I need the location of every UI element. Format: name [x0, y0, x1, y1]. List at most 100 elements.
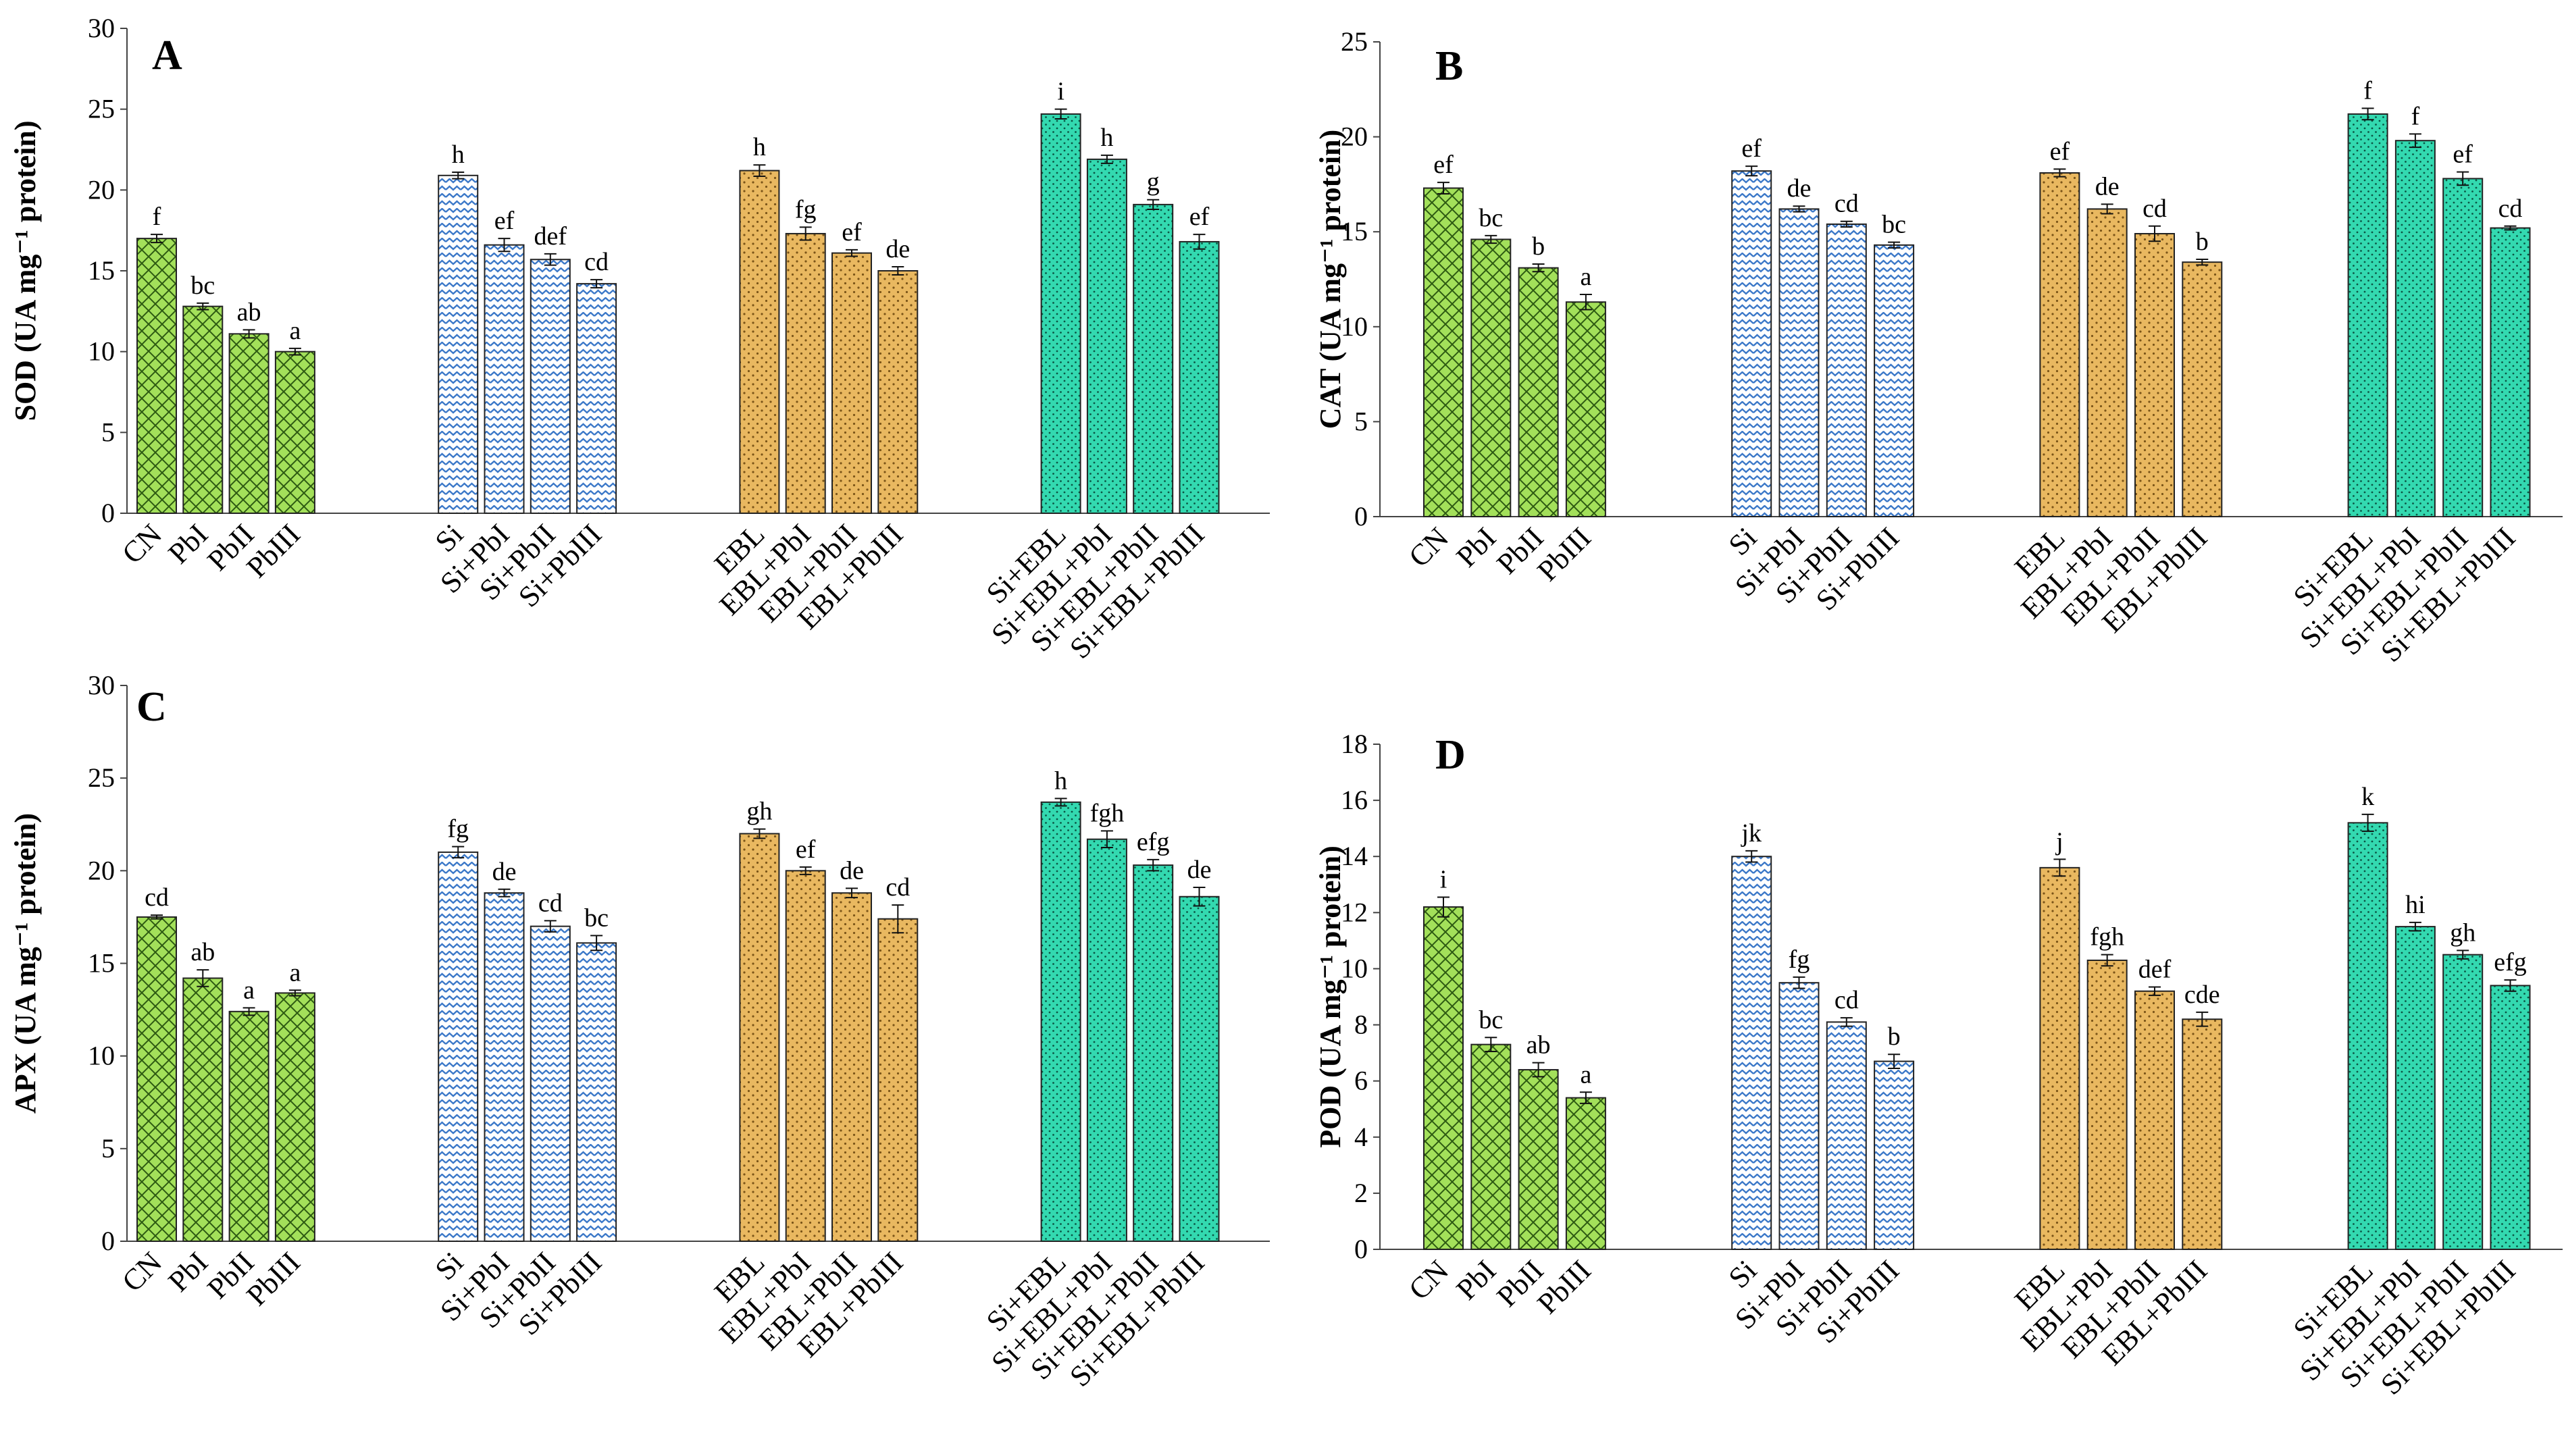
panel-a-bar-si-pbi: [484, 244, 525, 514]
panel-c-y-tick-label: 5: [101, 1133, 115, 1164]
panel-d-y-tick-label: 2: [1354, 1178, 1368, 1208]
panel-c-bar-si-ebl-pbiii: [1179, 895, 1220, 1242]
panel-b-bar-si: [1731, 170, 1772, 517]
panel-c-significance-label: bc: [584, 904, 609, 932]
panel-a-significance-label: def: [534, 222, 567, 251]
panel-b-significance-label: f: [2411, 102, 2420, 130]
panel-b-cat-chart: 0 5 10 15 20 25 CAT (UA mg⁻¹ protein) Bef CN bc Pb…: [1314, 26, 2563, 669]
panel-d-y-tick-label: 18: [1341, 729, 1368, 759]
panel-a-significance-label: i: [1057, 78, 1064, 106]
panel-d-bar-pbi: [1470, 1043, 1512, 1250]
panel-c-letter: C: [136, 684, 167, 730]
panel-a-bar-pbiii: [274, 350, 315, 515]
panel-a-significance-label: g: [1147, 168, 1160, 197]
panel-a-bar-si-ebl: [1040, 113, 1081, 514]
panel-b-significance-label: bc: [1882, 211, 1906, 239]
panel-b-bar-si-pbi: [1778, 208, 1820, 517]
panel-a-bar-si-pbiii: [576, 283, 617, 514]
panel-b-y-tick-label: 10: [1341, 311, 1368, 342]
panel-b-significance-label: ef: [2453, 140, 2473, 169]
panel-a-significance-label: ef: [842, 218, 862, 246]
panel-d-bar-si-pbii: [1826, 1021, 1867, 1251]
panel-a-bar-si-ebl-pbi: [1086, 158, 1127, 515]
panel-c-category-label: PbIII: [240, 1245, 307, 1312]
panel-c-y-tick-label: 30: [88, 670, 115, 700]
panel-d-significance-label: cde: [2184, 981, 2220, 1009]
panel-d-bar-si-ebl-pbi: [2394, 926, 2436, 1250]
panel-d-significance-label: jk: [1740, 819, 1762, 848]
panel-a-bar-ebl: [739, 170, 780, 514]
panel-c-bar-si-pbiii: [576, 942, 617, 1243]
panel-c-significance-label: cd: [145, 883, 169, 912]
panel-b-bar-ebl: [2039, 172, 2080, 517]
panel-b-significance-label: b: [2196, 228, 2209, 256]
panel-d-bar-si: [1731, 856, 1772, 1250]
panel-a-significance-label: h: [753, 133, 766, 161]
panel-d-significance-label: i: [1440, 865, 1447, 893]
panel-c-bar-si-pbii: [530, 925, 571, 1242]
panel-c-significance-label: ab: [190, 938, 215, 966]
panel-a-letter: A: [152, 32, 182, 78]
panel-d-bar-si-pbiii: [1874, 1060, 1915, 1250]
panel-b-bar-pbiii: [1565, 301, 1606, 517]
panel-c-significance-label: a: [289, 958, 301, 987]
panel-c-significance-label: ef: [796, 835, 816, 864]
panel-b-y-tick-label: 25: [1341, 26, 1368, 57]
panel-b-y-tick-label: 20: [1341, 122, 1368, 152]
panel-d-significance-label: b: [1888, 1022, 1901, 1051]
panel-a-significance-label: de: [886, 235, 910, 263]
panel-a-bar-si-ebl-pbii: [1133, 203, 1174, 514]
panel-d-significance-label: ab: [1526, 1031, 1551, 1060]
panel-c-significance-label: fg: [447, 815, 469, 843]
panel-c-bar-si-ebl: [1040, 801, 1081, 1242]
panel-b-bar-pbi: [1470, 238, 1512, 517]
panel-d-significance-label: cd: [1834, 986, 1859, 1014]
panel-c-bar-si: [438, 851, 479, 1242]
panel-a-significance-label: a: [289, 317, 301, 345]
panel-c-bar-pbi: [182, 977, 224, 1242]
panel-c-y-tick-label: 0: [101, 1226, 115, 1256]
panel-c-significance-label: cd: [538, 889, 563, 917]
panel-a-significance-label: f: [153, 203, 161, 231]
panel-b-y-tick-label: 15: [1341, 216, 1368, 246]
panel-a-bar-si: [438, 174, 479, 514]
panel-b-category-label: PbIII: [1531, 521, 1597, 588]
panel-c-bar-si-ebl-pbii: [1133, 864, 1174, 1243]
panel-c-bar-si-ebl-pbi: [1086, 838, 1127, 1242]
panel-d-y-tick-label: 16: [1341, 785, 1368, 815]
panel-d-y-tick-label: 12: [1341, 897, 1368, 927]
panel-c-y-tick-label: 10: [88, 1041, 115, 1071]
panel-d-significance-label: hi: [2405, 891, 2426, 919]
panel-d-significance-label: j: [2055, 827, 2063, 856]
panel-b-category-label: PbI: [1450, 521, 1503, 573]
panel-a-significance-label: ef: [1189, 203, 1210, 231]
panel-d-bar-si-ebl-pbii: [2442, 954, 2484, 1250]
panel-d-bar-si-pbi: [1778, 982, 1820, 1250]
panel-a-bar-pbi: [182, 305, 224, 514]
panel-d-y-tick-label: 10: [1341, 953, 1368, 983]
panel-b-bar-ebl-pbii: [2134, 233, 2175, 517]
panel-a-bar-ebl-pbiii: [877, 270, 919, 514]
panel-d-y-tick-label: 8: [1354, 1010, 1368, 1040]
panel-d-significance-label: k: [2361, 783, 2374, 811]
panel-b-bar-si-pbiii: [1874, 244, 1915, 517]
panel-b-bar-si-ebl-pbiii: [2490, 227, 2531, 517]
panel-a-significance-label: ef: [494, 207, 515, 235]
panel-b-bar-si-ebl-pbi: [2394, 140, 2436, 517]
panel-c-significance-label: h: [1054, 766, 1067, 795]
panel-a-y-tick-label: 15: [88, 255, 115, 286]
panel-b-bar-ebl-pbi: [2086, 208, 2128, 517]
panel-b-significance-label: cd: [1834, 190, 1859, 218]
panel-b-bar-si-ebl-pbii: [2442, 178, 2484, 517]
panel-c-y-tick-label: 15: [88, 948, 115, 979]
panel-d-significance-label: bc: [1479, 1006, 1503, 1034]
panel-a-category-label: PbIII: [240, 517, 307, 584]
panel-d-bar-ebl-pbi: [2086, 959, 2128, 1250]
panel-a-bar-ebl-pbii: [831, 252, 872, 514]
panel-a-sod-chart: 0 5 10 15 20 25 30 SOD (UA mg⁻¹ protein) Af CN bc P…: [9, 13, 1270, 665]
panel-d-bar-ebl: [2039, 866, 2080, 1251]
panel-d-y-tick-label: 6: [1354, 1066, 1368, 1096]
panel-c-bar-pbiii: [274, 992, 315, 1242]
panel-a-y-tick-label: 0: [101, 498, 115, 528]
